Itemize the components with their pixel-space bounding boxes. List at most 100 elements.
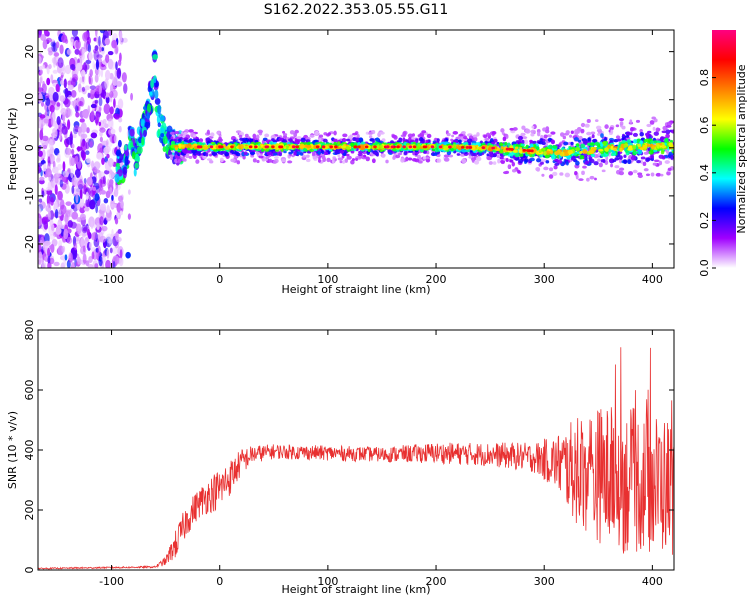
spectrogram-cell — [70, 64, 76, 71]
spectrogram-cell — [159, 127, 165, 135]
spectrogram-cell — [590, 131, 596, 135]
spectrogram-cell — [86, 176, 93, 186]
spectrogram-cell — [448, 154, 454, 158]
spectrogram-cell — [116, 68, 122, 79]
spectrogram-cell — [236, 160, 241, 165]
spectrogram-cell — [141, 136, 145, 146]
spectrogram-cell — [109, 169, 113, 175]
spectrogram-cell — [39, 114, 46, 119]
spectrogram-cell — [99, 203, 107, 211]
spectrogram-peak — [390, 145, 395, 149]
spectrogram-cell — [206, 158, 213, 161]
spectrogram-peak — [230, 145, 234, 149]
spectrogram-cell — [59, 175, 64, 182]
spectrogram-cell — [565, 130, 570, 135]
spectrogram-cell — [98, 69, 101, 77]
spectrogram-cell — [614, 165, 620, 169]
spectrogram-cell — [94, 113, 100, 121]
spectrogram-cell — [122, 166, 128, 175]
spectrogram-cell — [76, 62, 83, 72]
spectrogram-cell — [499, 156, 504, 160]
spectrogram-cell — [38, 198, 43, 203]
spectrogram-peak — [530, 149, 534, 153]
spectrogram-cell — [341, 137, 347, 143]
colorbar-tick-label: 0.6 — [698, 116, 711, 134]
spectrogram-peak — [385, 145, 390, 149]
x-tick-label: -100 — [99, 575, 124, 588]
spectrogram-cell — [402, 131, 407, 137]
spectrogram-peak — [438, 145, 443, 149]
spectrogram-cell — [113, 98, 116, 108]
spectrogram-cell — [75, 105, 79, 113]
spectrogram-cell — [75, 223, 82, 235]
spectrogram-cell — [619, 121, 624, 126]
spectrogram-cell — [70, 221, 77, 229]
spectrogram-cell — [636, 149, 643, 155]
spectrogram-cell — [538, 150, 542, 153]
spectrogram-cell — [154, 97, 161, 105]
spectrogram-cell — [645, 157, 652, 162]
spectrogram-peak — [510, 148, 514, 151]
spectrogram-cell — [71, 185, 75, 195]
spectrogram-cell — [619, 147, 623, 152]
spectrogram-cell — [38, 251, 43, 259]
spectrogram-cell — [422, 156, 426, 160]
spectrogram-cell — [578, 135, 583, 141]
spectrogram-cell — [157, 122, 162, 128]
spectrogram-cell — [288, 151, 293, 155]
spectrogram-cell — [570, 141, 574, 146]
spectrogram-cell — [47, 256, 51, 264]
spectrogram-cell — [666, 121, 673, 126]
spectrogram-cell — [38, 242, 41, 254]
spectrogram-cell — [143, 129, 147, 138]
spectrogram-cell — [171, 140, 176, 145]
spectrogram-cell — [550, 131, 556, 135]
spectrogram-cell — [94, 99, 99, 104]
spectrogram-cell — [502, 136, 507, 142]
spectrogram-cell — [300, 137, 306, 143]
spectrogram-cell — [529, 157, 535, 162]
snr-y-axis-label: SNR (10 * v/v) — [6, 411, 19, 489]
spectrogram-cell — [50, 196, 54, 206]
spectrogram-cell — [111, 39, 118, 49]
spectrogram-cell — [98, 97, 103, 107]
spectrogram-cell — [577, 139, 582, 143]
spectrogram-cell — [209, 153, 213, 157]
spectrogram-cell — [74, 155, 79, 165]
spectrogram-cell — [100, 190, 107, 195]
spectrogram-cell — [611, 159, 617, 163]
spectrogram-cell — [347, 135, 353, 140]
spectrogram-cell — [209, 160, 214, 164]
spectrogram-cell — [82, 109, 89, 119]
spectrogram-cell — [569, 134, 573, 138]
spectrogram-cell — [551, 155, 556, 160]
spectrogram-cell — [105, 259, 111, 268]
spectrogram-peak — [278, 145, 282, 149]
spectrogram-cell — [589, 175, 595, 180]
spectrogram-cell — [578, 178, 584, 182]
spectrogram-cell — [88, 255, 93, 264]
spectrogram-cell — [509, 159, 514, 163]
spectrogram-cell — [85, 59, 92, 64]
spectrogram-cell — [45, 37, 53, 43]
spectrogram-cell — [517, 135, 523, 141]
spectrogram-cell — [543, 166, 549, 171]
spectrogram-cell — [41, 190, 45, 198]
spectrogram-peak — [460, 145, 465, 149]
x-tick-label: 100 — [317, 575, 338, 588]
spectrogram-cell — [91, 160, 95, 169]
spectrogram-cell — [397, 152, 403, 156]
spectrogram-cell — [193, 134, 197, 138]
spectrogram-cell — [111, 194, 114, 201]
spectrogram-cell — [493, 138, 498, 143]
spectrogram-cell — [615, 135, 621, 139]
spectrogram-cell — [512, 169, 517, 173]
spectrogram-cell — [622, 133, 625, 137]
spectrogram-cell — [653, 131, 659, 136]
spectrogram-cell — [219, 157, 224, 163]
spectrogram-cell — [640, 159, 643, 164]
spectrogram-cell — [552, 171, 558, 177]
spectrogram-cell — [46, 149, 51, 156]
spectrogram-cell — [75, 192, 79, 204]
spectrogram-cell — [561, 147, 565, 150]
